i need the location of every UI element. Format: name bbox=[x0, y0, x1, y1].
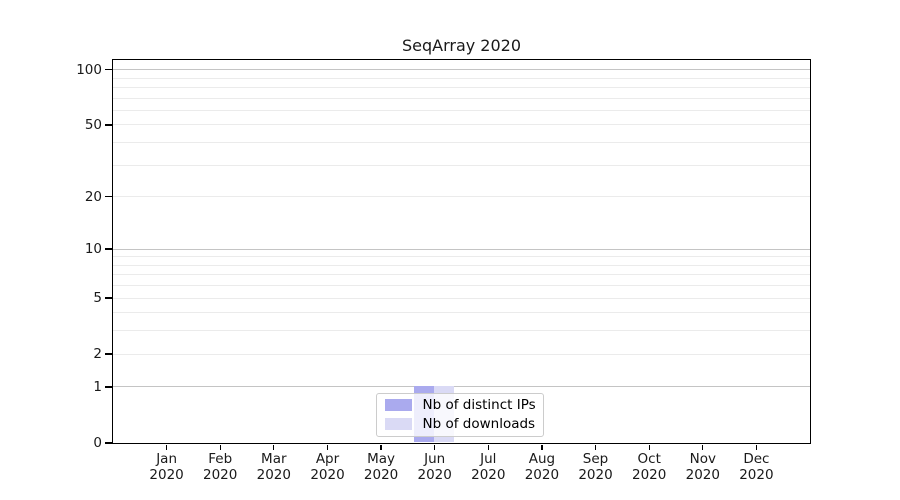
x-tick-year: 2020 bbox=[739, 466, 774, 483]
gridline-minor-y3 bbox=[112, 330, 810, 332]
x-tick-label-sep-2020: Sep 2020 bbox=[556, 451, 636, 483]
x-tick-jul-2020 bbox=[487, 444, 489, 450]
x-tick-dec-2020 bbox=[755, 444, 758, 450]
gridline-minor-y40 bbox=[112, 142, 810, 143]
y-tick-50 bbox=[105, 124, 112, 126]
y-tick-label-50: 50 bbox=[84, 116, 102, 133]
x-tick-year: 2020 bbox=[363, 466, 399, 483]
y-tick-label-20: 20 bbox=[84, 188, 102, 205]
y-tick-0 bbox=[105, 442, 112, 444]
gridline-minor-y5 bbox=[112, 297, 810, 299]
legend-label-nb-of-distinct-ips: Nb of distinct IPs bbox=[422, 397, 536, 413]
gridline-minor-y9 bbox=[112, 256, 810, 258]
y-tick-5 bbox=[105, 297, 112, 299]
legend: Nb of distinct IPs Nb of downloads bbox=[375, 392, 544, 437]
x-tick-year: 2020 bbox=[310, 466, 345, 483]
x-tick-month: Dec bbox=[743, 451, 770, 467]
y-tick-2 bbox=[105, 353, 112, 355]
x-tick-month: Sep bbox=[582, 451, 609, 467]
x-tick-aug-2020 bbox=[541, 444, 543, 450]
x-tick-year: 2020 bbox=[471, 466, 506, 483]
x-tick-label-may-2020: May 2020 bbox=[341, 451, 421, 483]
plot-area: Nb of distinct IPs Nb of downloads bbox=[111, 58, 811, 444]
gridline-minor-y50 bbox=[112, 124, 810, 126]
y-tick-label-100: 100 bbox=[76, 61, 102, 78]
gridline-minor-y2 bbox=[112, 353, 810, 355]
x-tick-month: Mar bbox=[261, 451, 287, 467]
gridlines-layer bbox=[112, 60, 810, 443]
x-tick-apr-2020 bbox=[326, 444, 329, 450]
legend-label-nb-of-downloads: Nb of downloads bbox=[422, 416, 536, 432]
x-tick-may-2020 bbox=[380, 444, 382, 450]
x-tick-label-apr-2020: Apr 2020 bbox=[288, 451, 368, 483]
gridline-minor-y4 bbox=[112, 312, 810, 314]
legend-row-nb-of-distinct-ips: Nb of distinct IPs bbox=[384, 397, 543, 413]
x-tick-feb-2020 bbox=[219, 444, 221, 450]
x-tick-month: Jul bbox=[480, 451, 497, 467]
x-tick-month: May bbox=[367, 451, 396, 467]
x-tick-label-jan-2020: Jan 2020 bbox=[127, 451, 207, 483]
x-tick-jun-2020 bbox=[434, 444, 436, 450]
x-tick-jan-2020 bbox=[165, 444, 168, 450]
x-tick-label-nov-2020: Nov 2020 bbox=[663, 451, 743, 483]
legend-swatch-nb-of-distinct-ips bbox=[384, 399, 412, 411]
x-tick-label-dec-2020: Dec 2020 bbox=[716, 451, 796, 483]
y-tick-1 bbox=[105, 386, 112, 388]
x-tick-oct-2020 bbox=[648, 444, 650, 450]
x-tick-year: 2020 bbox=[149, 466, 184, 483]
x-tick-label-oct-2020: Oct 2020 bbox=[609, 451, 689, 483]
x-tick-nov-2020 bbox=[702, 444, 704, 450]
x-tick-year: 2020 bbox=[578, 466, 613, 483]
gridline-minor-y70 bbox=[112, 97, 810, 99]
y-tick-100 bbox=[105, 68, 112, 71]
chart-title: SeqArray 2020 bbox=[401, 36, 522, 55]
gridline-minor-y90 bbox=[112, 77, 810, 79]
x-tick-label-jun-2020: Jun 2020 bbox=[395, 451, 475, 483]
x-tick-month: Nov bbox=[689, 451, 716, 467]
x-tick-month: Aug bbox=[528, 451, 556, 467]
x-tick-year: 2020 bbox=[417, 466, 452, 483]
bars-layer bbox=[113, 60, 810, 443]
gridline-major-y1 bbox=[112, 386, 810, 388]
gridline-major-y100 bbox=[112, 69, 810, 71]
legend-swatch-nb-of-downloads bbox=[384, 418, 412, 430]
gridline-minor-y6 bbox=[112, 285, 810, 287]
x-tick-mar-2020 bbox=[273, 444, 275, 450]
y-tick-label-2: 2 bbox=[93, 346, 102, 363]
x-tick-year: 2020 bbox=[203, 466, 238, 483]
y-tick-label-0: 0 bbox=[93, 435, 102, 451]
x-tick-year: 2020 bbox=[524, 466, 560, 483]
x-tick-year: 2020 bbox=[685, 466, 720, 483]
x-tick-label-aug-2020: Aug 2020 bbox=[502, 451, 582, 483]
gridline-major-y10 bbox=[112, 248, 810, 250]
gridline-minor-y7 bbox=[112, 274, 810, 276]
legend-row-nb-of-downloads: Nb of downloads bbox=[384, 416, 543, 432]
x-tick-label-mar-2020: Mar 2020 bbox=[234, 451, 314, 483]
x-tick-year: 2020 bbox=[632, 466, 667, 483]
y-tick-label-10: 10 bbox=[84, 241, 102, 257]
y-tick-label-1: 1 bbox=[93, 378, 102, 395]
y-tick-20 bbox=[105, 196, 112, 198]
x-tick-month: Oct bbox=[637, 451, 661, 467]
gridline-minor-y8 bbox=[112, 264, 810, 266]
gridline-minor-y20 bbox=[112, 196, 810, 198]
gridline-minor-y80 bbox=[112, 87, 810, 88]
y-tick-label-5: 5 bbox=[93, 290, 102, 306]
y-tick-10 bbox=[105, 248, 112, 250]
gridline-minor-y60 bbox=[112, 109, 810, 111]
x-tick-sep-2020 bbox=[594, 444, 597, 450]
x-tick-year: 2020 bbox=[256, 466, 291, 483]
x-tick-month: Apr bbox=[315, 451, 340, 467]
x-tick-label-jul-2020: Jul 2020 bbox=[448, 451, 528, 483]
x-tick-label-feb-2020: Feb 2020 bbox=[180, 451, 260, 483]
x-tick-month: Jan bbox=[156, 451, 177, 467]
x-tick-month: Feb bbox=[208, 451, 233, 467]
x-tick-month: Jun bbox=[424, 451, 446, 467]
gridline-minor-y30 bbox=[112, 164, 810, 166]
